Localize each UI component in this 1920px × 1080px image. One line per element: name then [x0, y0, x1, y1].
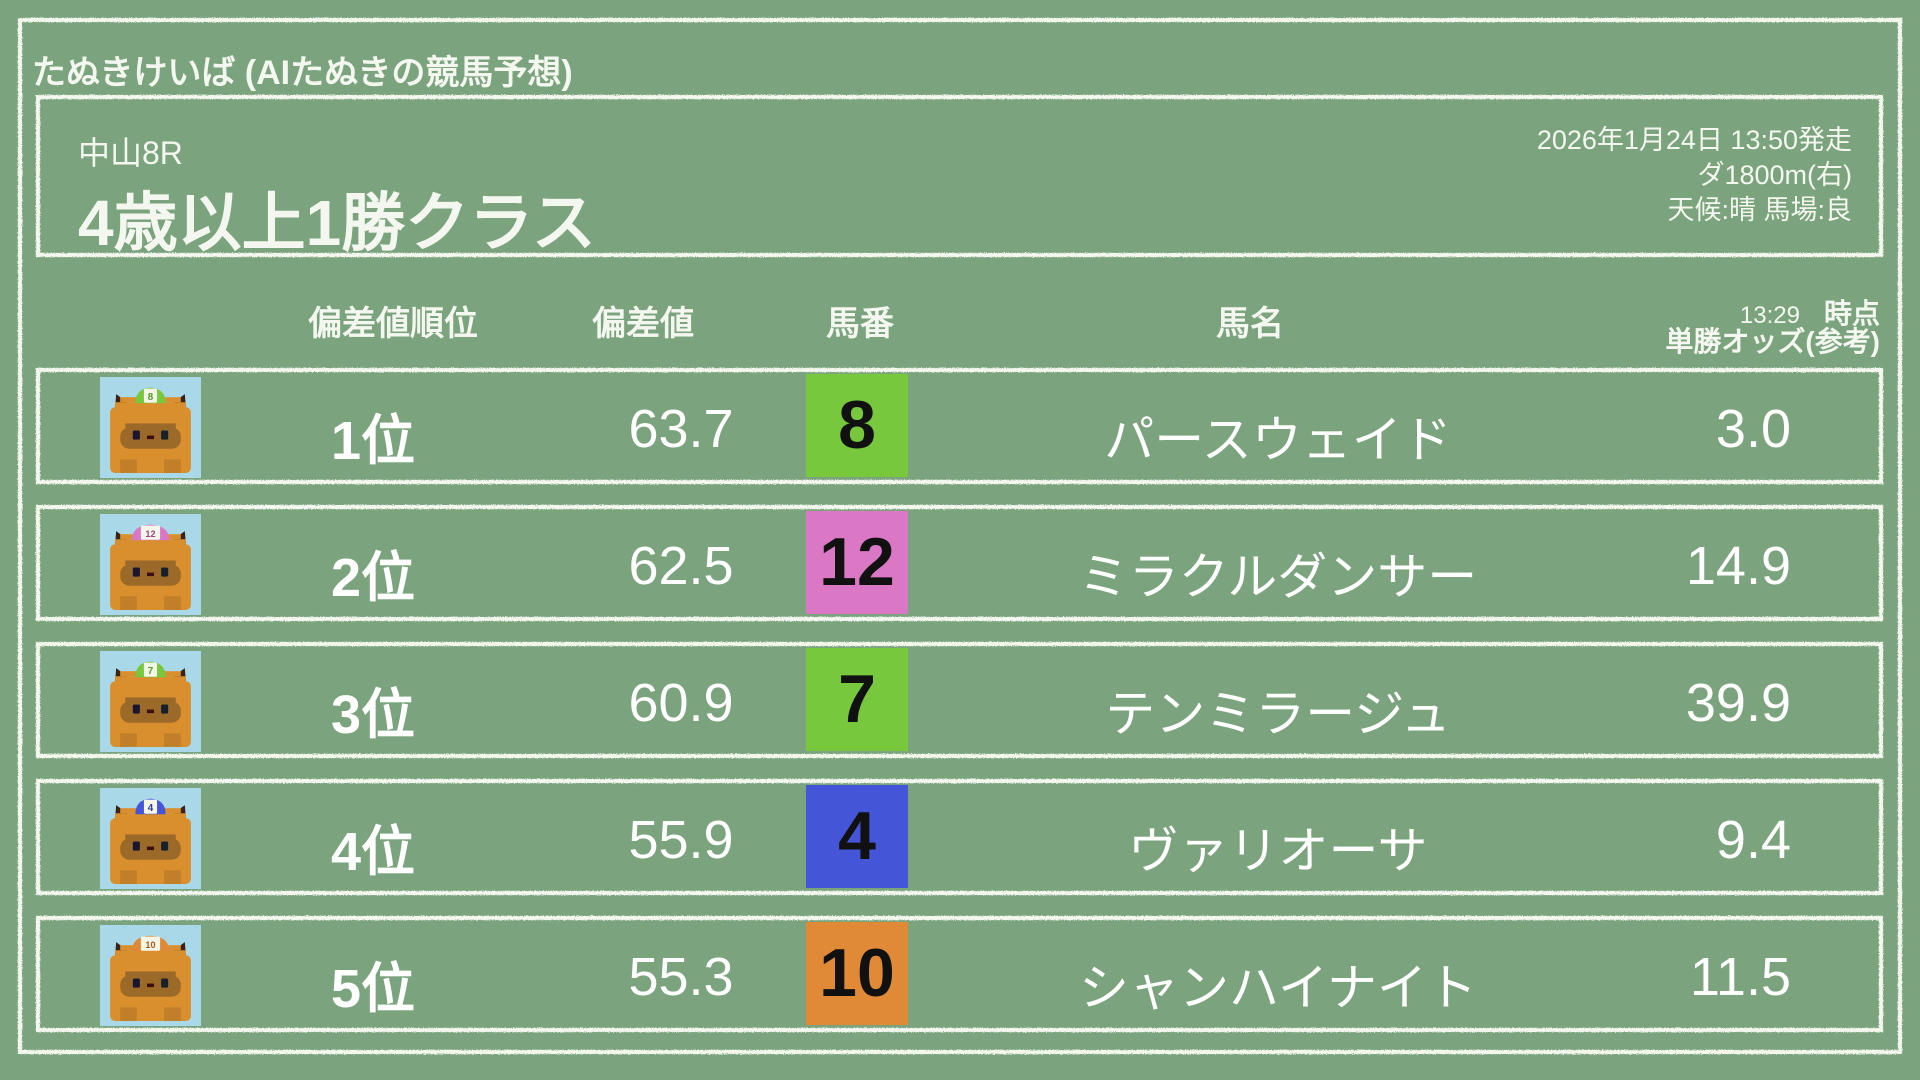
svg-text:8: 8: [148, 392, 154, 403]
svg-text:10: 10: [145, 940, 155, 950]
svg-text:4: 4: [148, 803, 154, 814]
svg-text:12: 12: [145, 529, 155, 539]
svg-text:7: 7: [148, 666, 154, 677]
